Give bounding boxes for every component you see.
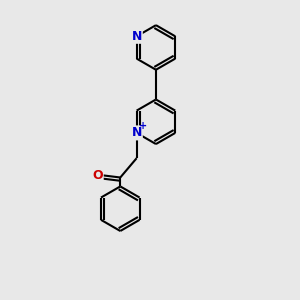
Text: O: O [92,169,103,182]
Text: +: + [139,122,147,131]
Text: N: N [131,126,142,140]
Text: N: N [131,30,142,43]
